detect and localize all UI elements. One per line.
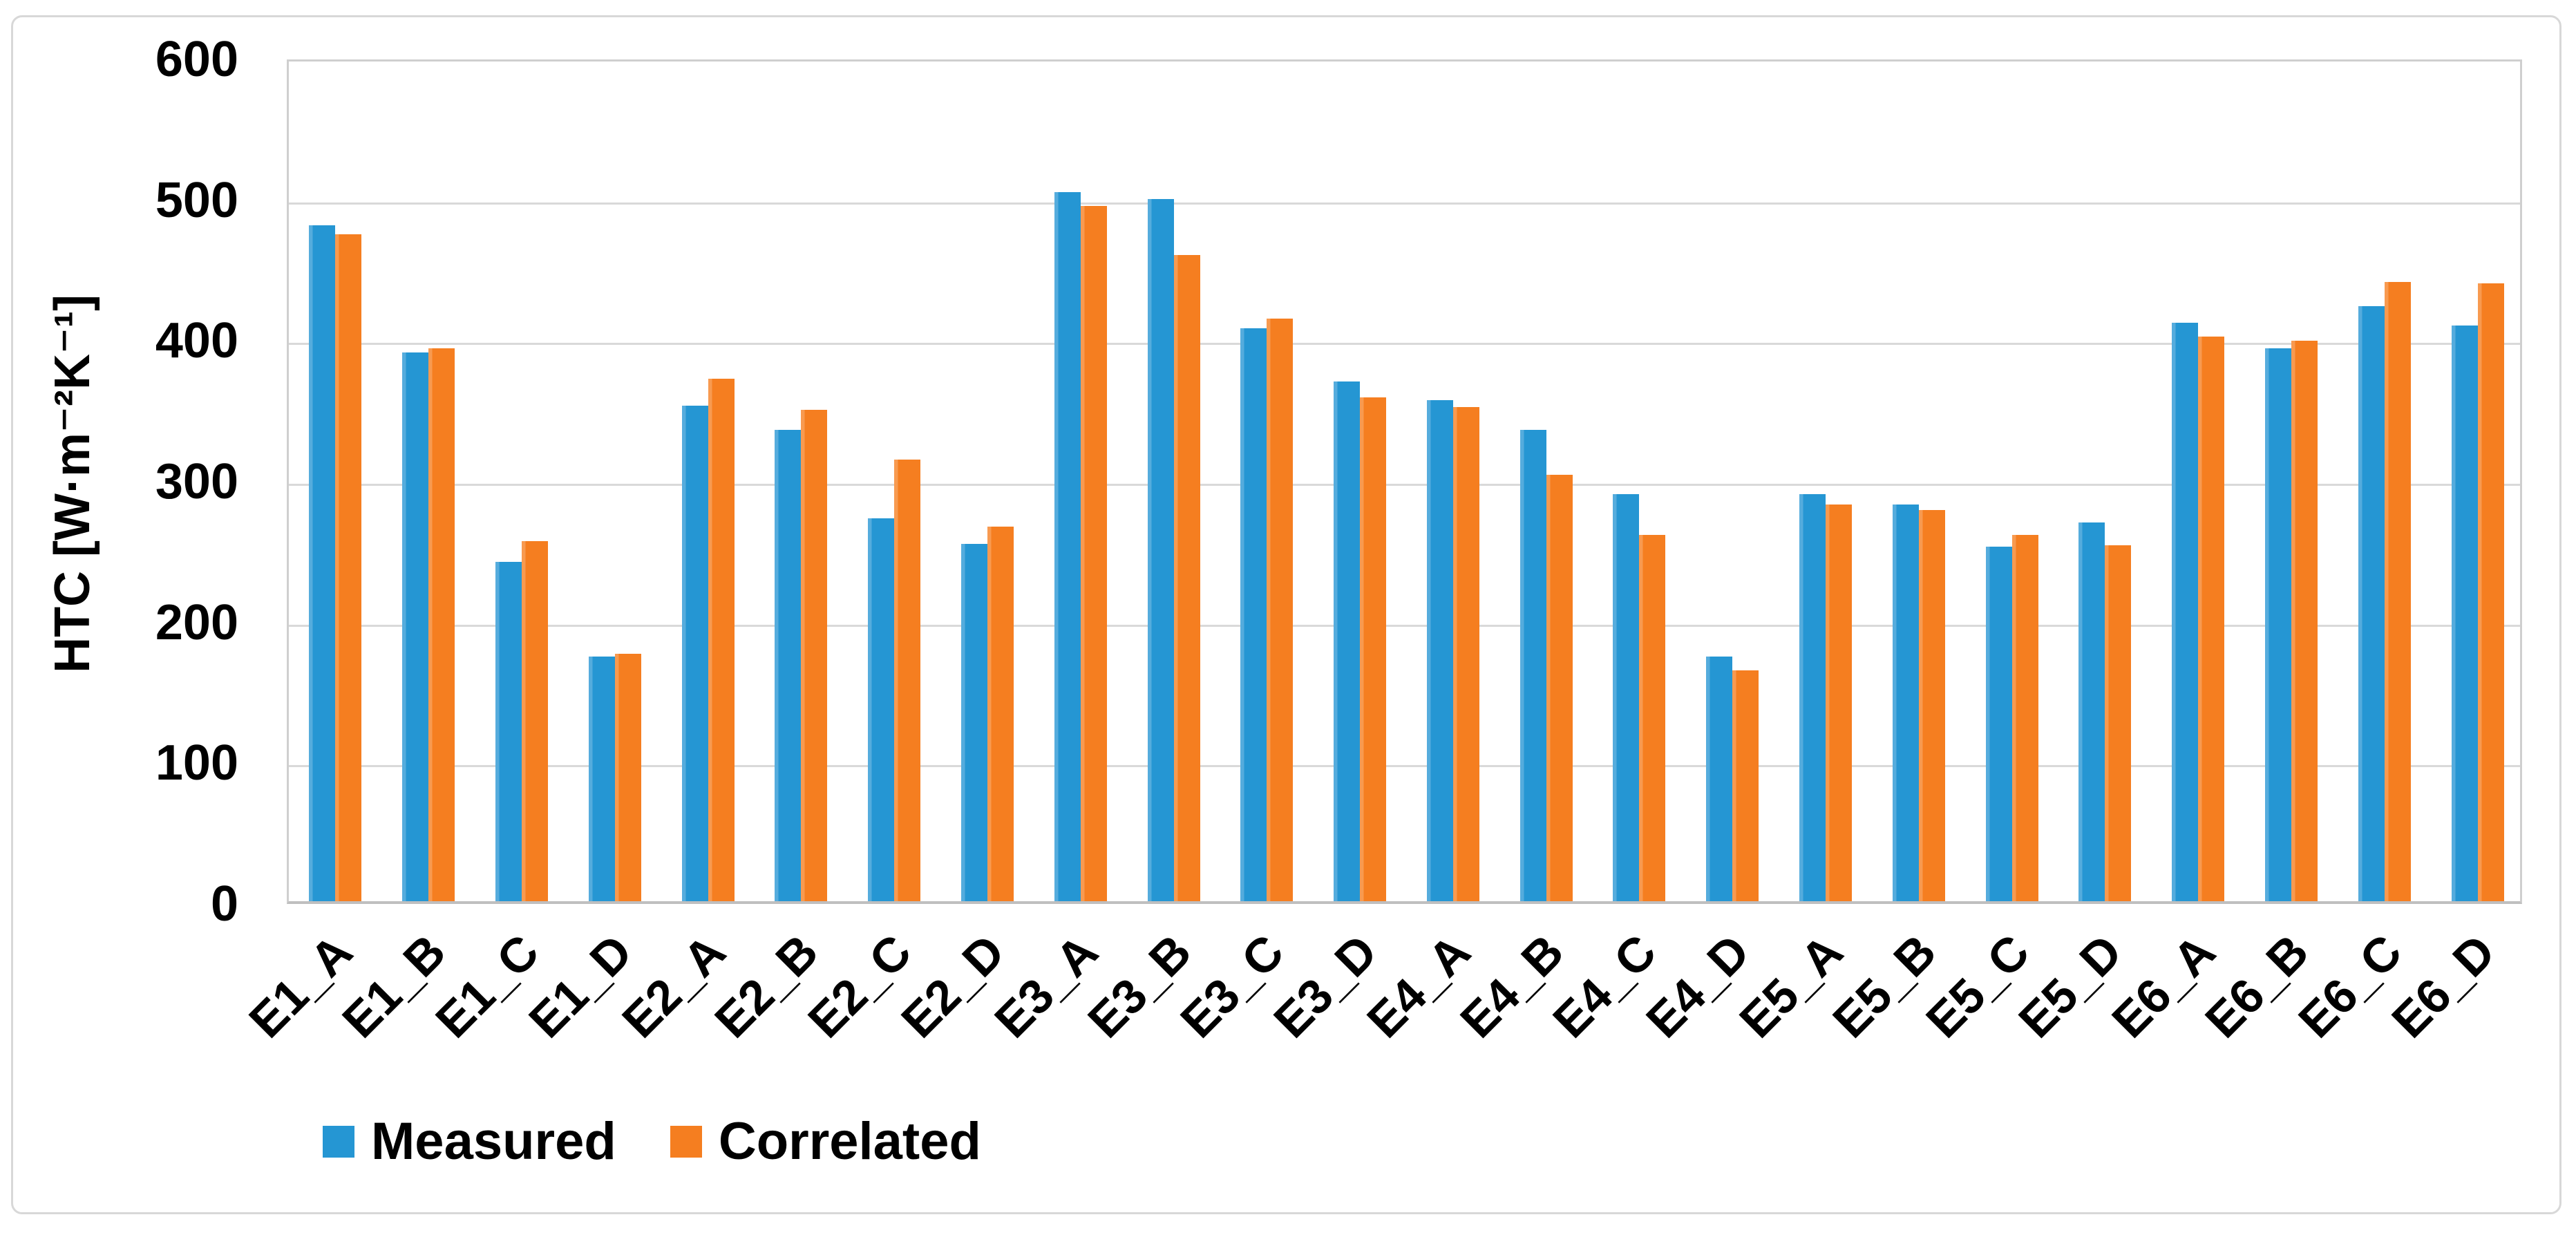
- bar-measured-E6_D: [2451, 326, 2478, 901]
- bar-correlated-E3_D: [1360, 397, 1387, 901]
- bar-measured-E1_C: [495, 562, 522, 901]
- bar-measured-E2_B: [775, 429, 802, 901]
- gridline-100: [289, 765, 2520, 768]
- bar-measured-E5_C: [1985, 546, 2012, 901]
- bar-correlated-E2_D: [987, 527, 1014, 901]
- bar-correlated-E2_A: [708, 379, 735, 901]
- legend-swatch-correlated: [670, 1126, 702, 1158]
- bar-measured-E6_B: [2265, 348, 2292, 901]
- bar-correlated-E6_D: [2477, 283, 2504, 901]
- bar-measured-E2_A: [681, 406, 708, 901]
- bar-correlated-E5_B: [1918, 509, 1945, 901]
- bar-correlated-E6_A: [2198, 337, 2225, 901]
- bar-correlated-E1_C: [521, 540, 548, 901]
- bar-measured-E5_B: [1892, 504, 1919, 901]
- y-tick-label-400: 400: [155, 313, 238, 369]
- bar-correlated-E5_C: [2011, 535, 2038, 901]
- legend-label-correlated: Correlated: [718, 1112, 981, 1171]
- bar-correlated-E3_B: [1173, 255, 1200, 901]
- bar-correlated-E3_A: [1080, 205, 1107, 901]
- bar-correlated-E2_C: [894, 459, 921, 901]
- bar-correlated-E1_D: [614, 653, 641, 901]
- bar-measured-E4_A: [1426, 399, 1453, 901]
- gridline-400: [289, 343, 2520, 346]
- bar-measured-E1_D: [588, 656, 615, 901]
- bar-correlated-E6_C: [2384, 281, 2411, 901]
- bar-correlated-E6_B: [2291, 341, 2318, 901]
- bar-measured-E6_A: [2172, 322, 2199, 901]
- legend: Measured Correlated: [323, 1114, 1035, 1169]
- bar-measured-E3_B: [1147, 198, 1174, 901]
- bar-correlated-E4_D: [1732, 670, 1759, 901]
- bar-correlated-E4_A: [1452, 407, 1479, 901]
- bar-measured-E4_D: [1706, 656, 1733, 901]
- bar-measured-E4_B: [1519, 429, 1546, 901]
- bar-correlated-E1_A: [335, 234, 362, 901]
- y-tick-label-100: 100: [155, 735, 238, 791]
- gridline-300: [289, 484, 2520, 486]
- bar-correlated-E1_B: [428, 348, 455, 901]
- bar-measured-E4_C: [1613, 494, 1640, 901]
- bar-correlated-E5_A: [1826, 504, 1853, 901]
- y-tick-label-200: 200: [155, 594, 238, 650]
- plot-area: [287, 59, 2522, 904]
- bar-measured-E2_D: [960, 543, 987, 901]
- bar-measured-E3_D: [1334, 381, 1361, 901]
- bar-correlated-E2_B: [801, 410, 828, 901]
- gridline-500: [289, 202, 2520, 205]
- bar-correlated-E3_C: [1267, 318, 1294, 901]
- y-tick-label-0: 0: [210, 876, 238, 932]
- bar-correlated-E4_B: [1546, 474, 1573, 901]
- y-tick-label-600: 600: [155, 32, 238, 87]
- legend-swatch-measured: [323, 1126, 354, 1158]
- bar-correlated-E5_D: [2105, 545, 2132, 901]
- bar-measured-E3_A: [1054, 191, 1081, 901]
- gridline-200: [289, 624, 2520, 627]
- legend-item-correlated: Correlated: [670, 1114, 981, 1169]
- bar-measured-E1_B: [402, 352, 429, 901]
- bar-measured-E5_A: [1799, 494, 1826, 901]
- y-tick-label-500: 500: [155, 172, 238, 228]
- legend-label-measured: Measured: [371, 1112, 616, 1171]
- bar-correlated-E4_C: [1639, 535, 1666, 901]
- bar-measured-E2_C: [868, 518, 895, 901]
- bar-measured-E1_A: [309, 225, 336, 901]
- bar-measured-E5_D: [2078, 522, 2105, 901]
- y-tick-label-300: 300: [155, 454, 238, 509]
- legend-item-measured: Measured: [323, 1114, 616, 1169]
- bar-measured-E6_C: [2358, 305, 2385, 901]
- bar-measured-E3_C: [1240, 328, 1267, 901]
